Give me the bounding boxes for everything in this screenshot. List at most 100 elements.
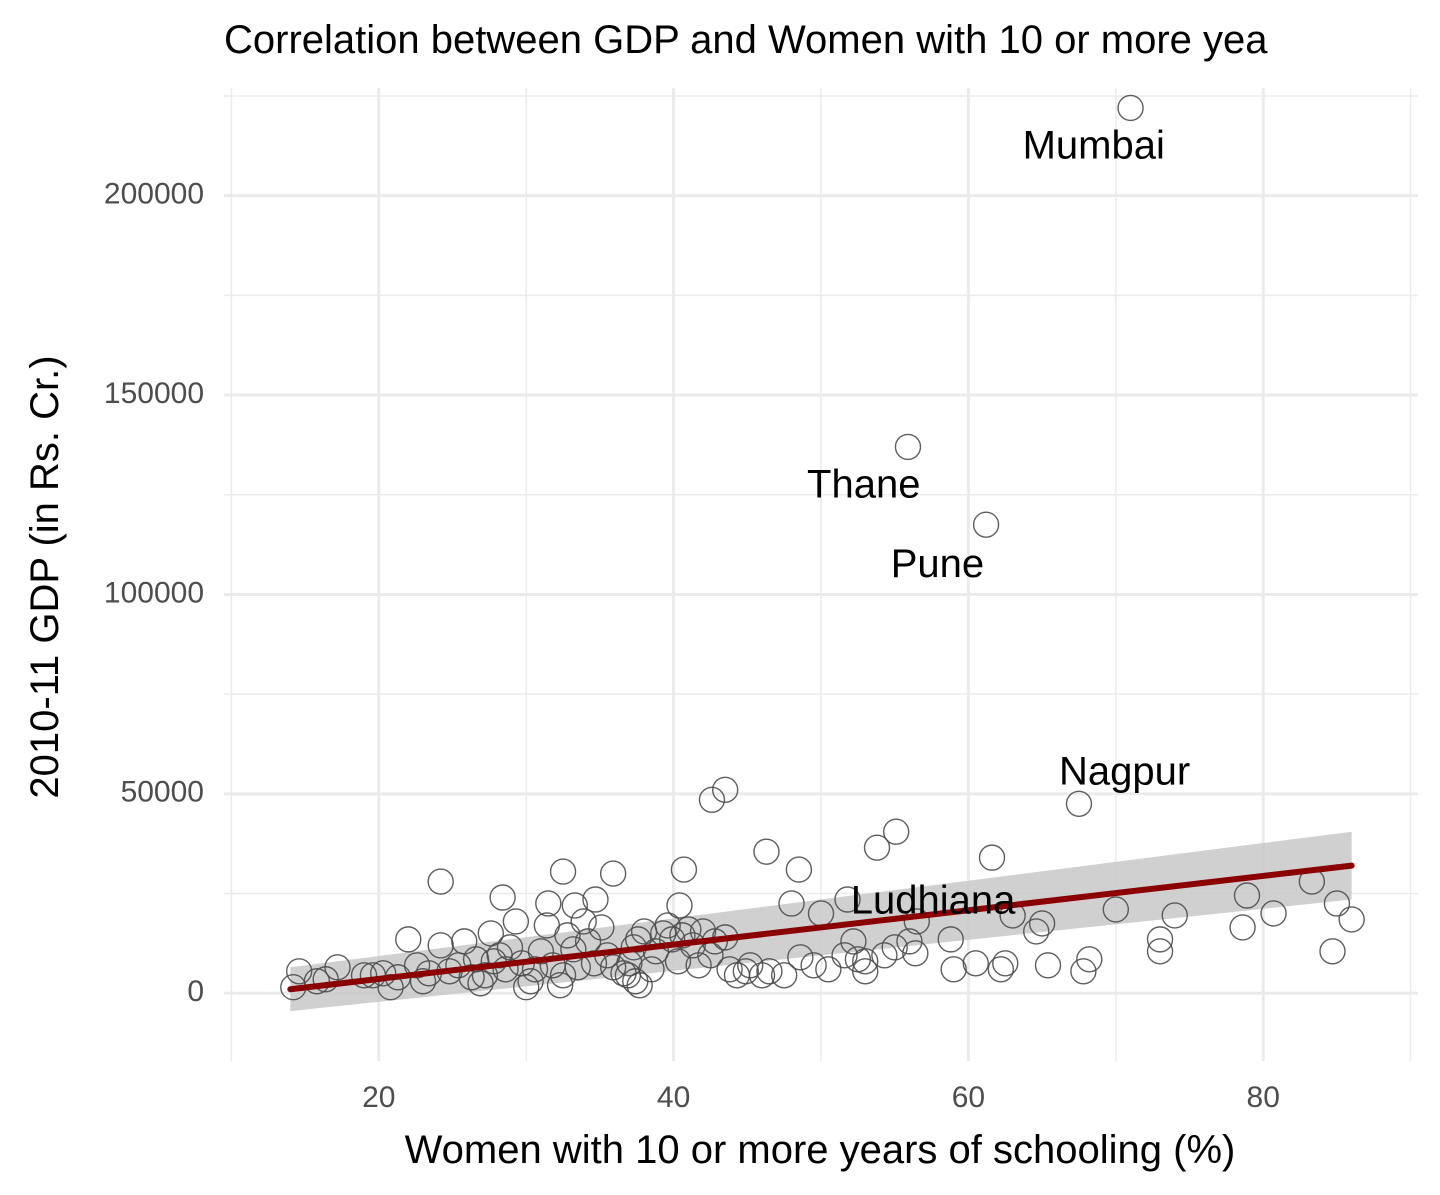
- data-point: [753, 838, 780, 865]
- data-point: [1117, 94, 1144, 122]
- chart-title: Correlation between GDP and Women with 1…: [224, 18, 1268, 62]
- data-point: [844, 946, 872, 973]
- data-point: [882, 818, 910, 845]
- data-point: [395, 926, 422, 953]
- data-point: [800, 952, 827, 979]
- data-point: [778, 890, 805, 917]
- point-label: Mumbai: [1023, 123, 1165, 167]
- data-point: [902, 940, 929, 967]
- data-point: [599, 860, 627, 887]
- y-tick-label: 100000: [104, 576, 204, 609]
- data-point: [285, 958, 313, 985]
- data-point: [1146, 926, 1174, 953]
- data-point: [863, 834, 891, 861]
- data-point: [664, 948, 692, 975]
- data-point: [582, 886, 609, 913]
- data-point: [427, 868, 454, 895]
- x-axis-title: Women with 10 or more years of schooling…: [405, 1128, 1236, 1172]
- trend-line-path: [287, 862, 1355, 993]
- data-point: [896, 928, 923, 955]
- data-point: [312, 966, 339, 993]
- x-tick-label: 40: [657, 1081, 690, 1114]
- confidence-band: [290, 831, 1352, 1012]
- data-point: [570, 908, 597, 935]
- data-point: [1319, 938, 1346, 965]
- data-point: [1323, 890, 1351, 917]
- data-points: [280, 94, 1365, 1001]
- data-point: [723, 962, 751, 989]
- data-point: [535, 890, 562, 917]
- data-point: [669, 922, 696, 949]
- data-point: [549, 858, 577, 885]
- y-axis-title: 2010-11 GDP (in Rs. Cr.): [23, 355, 67, 798]
- y-tick-label: 50000: [121, 776, 204, 809]
- data-point: [978, 844, 1006, 871]
- data-point: [1146, 938, 1174, 965]
- data-point: [1065, 790, 1093, 817]
- data-point: [785, 856, 813, 883]
- data-point: [940, 956, 967, 983]
- data-point: [546, 972, 574, 999]
- data-point: [711, 776, 739, 804]
- data-point: [716, 956, 743, 983]
- x-tick-label: 60: [952, 1081, 985, 1114]
- data-point: [972, 511, 1000, 538]
- data-point: [599, 954, 627, 981]
- data-point: [737, 952, 764, 979]
- x-tick-labels: 20 40 60 80: [362, 1081, 1280, 1114]
- data-point: [992, 950, 1019, 977]
- data-point: [1161, 902, 1188, 929]
- y-tick-labels: 0 50000 100000 150000 200000: [104, 178, 204, 1009]
- trend-line: [287, 862, 1355, 993]
- data-point: [670, 856, 698, 883]
- data-point: [533, 912, 561, 939]
- x-tick-label: 80: [1247, 1081, 1280, 1114]
- y-tick-label: 150000: [104, 377, 204, 410]
- data-point: [625, 926, 652, 953]
- data-point: [517, 968, 544, 995]
- data-point: [521, 956, 549, 983]
- data-point: [1070, 958, 1097, 985]
- confidence-band-area: [290, 831, 1352, 1012]
- data-point: [1034, 952, 1062, 979]
- data-point: [815, 956, 842, 983]
- data-point: [370, 960, 397, 987]
- data-point: [588, 914, 615, 941]
- data-point: [770, 962, 798, 989]
- data-point: [1102, 896, 1130, 923]
- data-point: [1260, 900, 1287, 927]
- data-point: [1028, 910, 1056, 937]
- data-point: [350, 962, 378, 989]
- y-tick-label: 200000: [104, 178, 204, 211]
- y-tick-label: 0: [187, 975, 204, 1008]
- data-point: [787, 944, 814, 971]
- data-point: [685, 952, 712, 979]
- data-point: [489, 884, 516, 911]
- data-point: [756, 958, 783, 985]
- data-point: [549, 962, 577, 989]
- data-point: [496, 934, 524, 961]
- major-gridlines: [224, 88, 1418, 1061]
- data-point: [894, 433, 922, 461]
- data-point: [1233, 882, 1261, 909]
- data-point: [834, 886, 861, 913]
- data-point: [1076, 946, 1103, 973]
- data-point: [1023, 918, 1050, 945]
- data-point: [477, 920, 505, 947]
- data-point: [527, 938, 555, 965]
- data-point: [403, 952, 431, 979]
- point-label: Pune: [891, 542, 984, 586]
- data-point: [871, 942, 898, 969]
- data-point: [881, 934, 908, 961]
- data-point: [937, 926, 964, 953]
- data-point: [666, 892, 693, 919]
- minor-gridlines: [224, 88, 1418, 1061]
- data-point: [580, 950, 608, 977]
- data-point: [630, 918, 658, 945]
- data-point: [560, 936, 587, 963]
- data-point: [987, 956, 1015, 983]
- data-point: [1229, 914, 1256, 941]
- data-point: [962, 950, 989, 977]
- data-point: [1338, 906, 1365, 933]
